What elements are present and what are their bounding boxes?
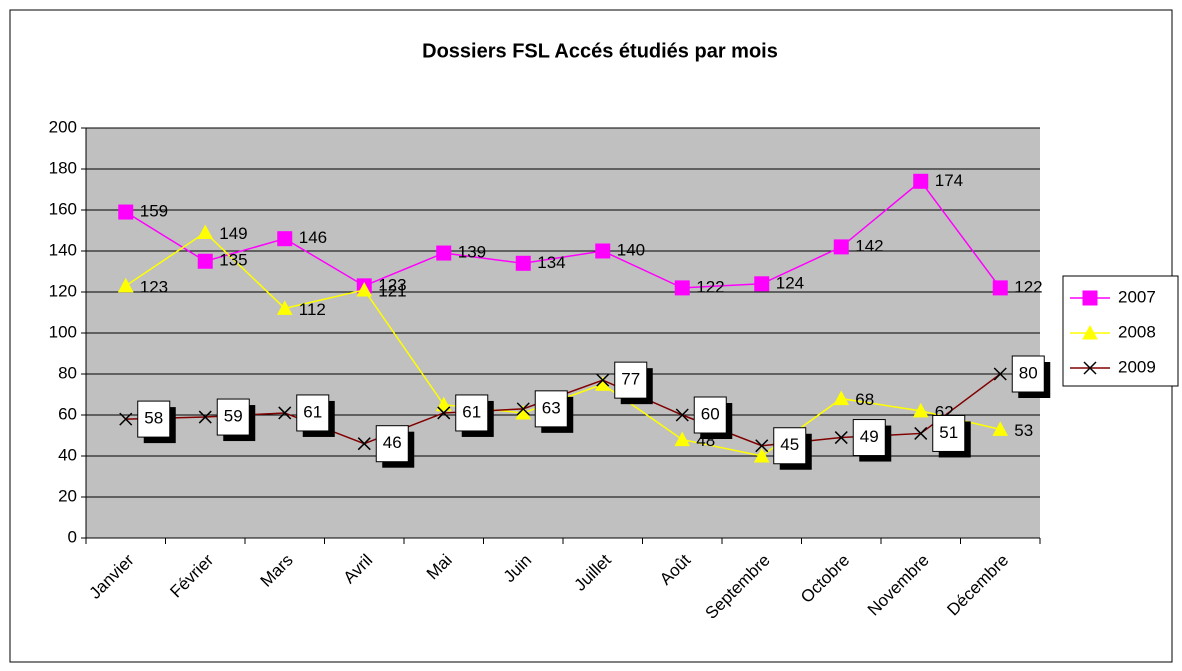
data-label: 140: [617, 240, 645, 259]
y-tick-label: 120: [49, 281, 77, 300]
marker: [278, 406, 292, 420]
marker: [753, 447, 770, 463]
y-tick-label: 100: [49, 322, 77, 341]
data-label: 53: [1014, 421, 1033, 440]
data-label: 134: [537, 253, 565, 272]
data-label: 123: [140, 277, 168, 296]
data-label: 58: [144, 409, 163, 428]
label-box: [773, 427, 807, 465]
marker: [1082, 324, 1098, 340]
data-label: 45: [780, 435, 799, 454]
label-box: [216, 398, 250, 436]
data-label: 174: [935, 171, 963, 190]
label-box: [137, 400, 171, 438]
legend-label: 2008: [1118, 322, 1156, 341]
data-label: 159: [140, 202, 168, 221]
marker: [596, 373, 610, 387]
y-tick-label: 60: [58, 404, 77, 423]
data-label: 124: [776, 273, 804, 292]
marker: [595, 243, 611, 259]
data-label: 146: [299, 228, 327, 247]
marker: [912, 402, 929, 418]
label-box: [693, 396, 727, 434]
data-label: 46: [383, 433, 402, 452]
data-label: 60: [701, 404, 720, 423]
chart-title: Dossiers FSL Accés étudiés par mois: [422, 40, 778, 62]
marker: [119, 412, 133, 426]
data-label: 121: [378, 281, 406, 300]
marker: [436, 245, 452, 261]
marker: [674, 280, 690, 296]
data-label: 51: [939, 423, 958, 442]
marker: [755, 439, 769, 453]
data-label: 123: [378, 275, 406, 294]
marker: [435, 396, 452, 412]
y-tick-label: 20: [58, 486, 77, 505]
label-box: [932, 414, 966, 452]
y-tick-label: 140: [49, 240, 77, 259]
marker: [437, 406, 451, 420]
marker: [197, 224, 214, 240]
data-label: 139: [458, 243, 486, 262]
data-label: 59: [224, 407, 243, 426]
data-label: 122: [696, 277, 724, 296]
y-tick-label: 40: [58, 445, 77, 464]
label-box: [614, 361, 648, 399]
marker: [914, 426, 928, 440]
y-tick-label: 200: [49, 117, 77, 136]
data-label: 142: [855, 236, 883, 255]
marker: [754, 276, 770, 292]
marker: [516, 402, 530, 416]
data-label: 61: [303, 402, 322, 421]
marker: [1083, 361, 1097, 375]
marker: [833, 390, 850, 406]
label-box: [455, 394, 489, 432]
marker: [515, 255, 531, 271]
label-box: [296, 394, 330, 432]
marker: [833, 239, 849, 255]
data-label: 77: [621, 370, 640, 389]
series-line: [125, 180, 1001, 289]
marker: [276, 300, 293, 315]
y-tick-label: 160: [49, 199, 77, 218]
marker: [1082, 290, 1098, 306]
data-label: 122: [1014, 277, 1042, 296]
marker: [356, 281, 373, 297]
marker: [117, 277, 134, 293]
marker: [992, 280, 1008, 296]
label-box: [852, 419, 886, 457]
marker: [913, 173, 929, 189]
y-tick-label: 180: [49, 158, 77, 177]
marker: [992, 421, 1009, 436]
data-label: 63: [542, 398, 561, 417]
legend-label: 2007: [1118, 287, 1156, 306]
label-box: [534, 390, 568, 428]
marker: [277, 231, 293, 247]
marker: [834, 431, 848, 445]
marker: [993, 367, 1007, 381]
marker: [357, 437, 371, 451]
data-label: 80: [1019, 363, 1038, 382]
data-label: 135: [219, 251, 247, 270]
marker: [118, 204, 134, 220]
data-label: 112: [299, 300, 326, 319]
label-box: [375, 425, 409, 463]
data-label: 49: [860, 427, 879, 446]
legend-label: 2009: [1118, 357, 1156, 376]
label-box: [1011, 355, 1045, 393]
data-label: 149: [219, 224, 247, 243]
y-tick-label: 80: [58, 363, 77, 382]
marker: [675, 408, 689, 422]
marker: [198, 410, 212, 424]
y-tick-label: 0: [68, 527, 77, 546]
data-label: 68: [855, 390, 874, 409]
data-label: 61: [462, 402, 481, 421]
marker: [674, 431, 691, 447]
marker: [197, 253, 213, 269]
